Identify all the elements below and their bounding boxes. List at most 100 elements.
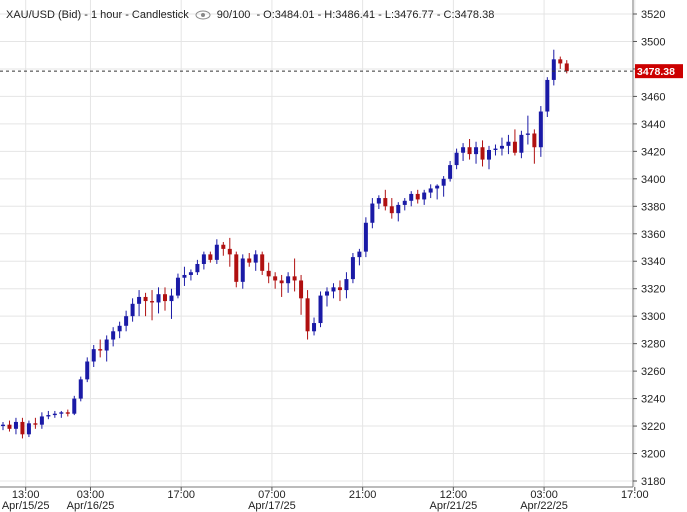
price-tick-label: 3200 — [641, 449, 665, 461]
grid-lines — [0, 0, 636, 487]
candle — [188, 269, 193, 281]
date-tick-label: Apr/15/25 — [2, 500, 50, 512]
candle-body — [253, 254, 258, 263]
candle-body — [65, 412, 70, 414]
candle-body — [454, 152, 459, 166]
candle — [493, 144, 498, 156]
price-tick-label: 3420 — [641, 146, 665, 158]
candle — [13, 417, 18, 435]
candle — [487, 145, 491, 170]
date-tick-label: Apr/17/25 — [248, 500, 296, 512]
candle — [422, 189, 427, 205]
time-tick-label: 21:00 — [349, 489, 377, 501]
candle — [104, 335, 109, 362]
candle — [52, 410, 57, 418]
candle-body — [227, 248, 232, 255]
candle-body — [150, 301, 155, 303]
candle — [538, 106, 543, 157]
candle-body — [396, 204, 401, 214]
candle — [357, 248, 362, 266]
candle — [519, 130, 524, 159]
candle-body — [39, 416, 44, 425]
candle — [266, 262, 271, 284]
candle-body — [85, 361, 90, 380]
candle — [46, 410, 51, 420]
candle-body — [78, 379, 83, 399]
candle — [65, 409, 70, 417]
price-tick-label: 3220 — [641, 421, 665, 433]
candle — [39, 412, 44, 429]
candle — [441, 176, 446, 197]
price-tick-label: 3360 — [641, 229, 665, 241]
candle — [312, 317, 317, 336]
candle — [201, 251, 206, 270]
candle — [402, 198, 407, 211]
candle-body — [234, 254, 239, 282]
candle — [448, 160, 453, 182]
price-tick-label: 3380 — [641, 201, 665, 213]
time-tick-label: 17:00 — [621, 489, 649, 501]
candle-body — [318, 295, 323, 324]
price-tick-label: 3460 — [641, 91, 665, 103]
candle-body — [363, 222, 368, 252]
candle-body — [558, 59, 563, 64]
candle — [20, 417, 25, 439]
candle — [325, 287, 329, 307]
candle-body — [20, 421, 25, 435]
chart-header: XAU/USD (Bid) - 1 hour - Candlestick 90/… — [6, 8, 494, 22]
candle-body — [163, 294, 167, 302]
candle — [143, 292, 148, 317]
price-tick-label: 3240 — [641, 394, 665, 406]
candle-body — [91, 349, 96, 362]
candle — [1, 421, 5, 431]
candle-body — [448, 165, 453, 179]
candle — [337, 280, 342, 302]
candle-body — [350, 257, 355, 280]
candle-body — [538, 111, 543, 148]
candle-body — [292, 276, 297, 281]
candle-body — [286, 276, 291, 284]
candle — [525, 115, 530, 145]
candle-body — [519, 134, 524, 153]
candle-body — [175, 277, 180, 296]
time-tick-label: 13:00 — [12, 489, 40, 501]
candle — [59, 410, 64, 418]
candle-body — [52, 413, 57, 416]
candle-body — [221, 244, 226, 249]
candle — [461, 143, 466, 161]
candle-body — [435, 185, 440, 189]
ohlc-readout: - O:3484.01 - H:3486.41 - L:3476.77 - C:… — [256, 9, 495, 21]
candle — [545, 77, 550, 118]
candle — [175, 273, 180, 299]
instrument-label: XAU/USD (Bid) - 1 hour - Candlestick — [6, 9, 189, 21]
candle-body — [13, 421, 18, 429]
candle-body — [156, 294, 161, 303]
candle-body — [130, 303, 135, 317]
candle-body — [551, 59, 556, 80]
time-tick-label: 12:00 — [440, 489, 468, 501]
candle-body — [273, 276, 278, 281]
candle-body — [389, 206, 394, 214]
candle — [305, 290, 310, 340]
candle-body — [169, 295, 174, 302]
candle — [389, 198, 394, 219]
candle-body — [137, 296, 142, 304]
candle-body — [564, 63, 569, 72]
candle — [318, 291, 323, 328]
eye-icon[interactable] — [195, 10, 211, 20]
candle — [117, 321, 122, 339]
candle — [214, 239, 219, 264]
candle-body — [415, 193, 420, 200]
candle-body — [208, 254, 213, 260]
candle — [286, 272, 291, 293]
candle-body — [344, 279, 349, 291]
candle-body — [124, 316, 129, 326]
candle-body — [188, 272, 193, 275]
price-axis: 3180 3200 3220 3240 3260 3280 3300 3320 3340 3360… — [633, 9, 665, 488]
candle-body — [247, 258, 252, 263]
candle — [130, 298, 135, 322]
candle-body — [376, 198, 381, 204]
candle-body — [305, 298, 310, 332]
